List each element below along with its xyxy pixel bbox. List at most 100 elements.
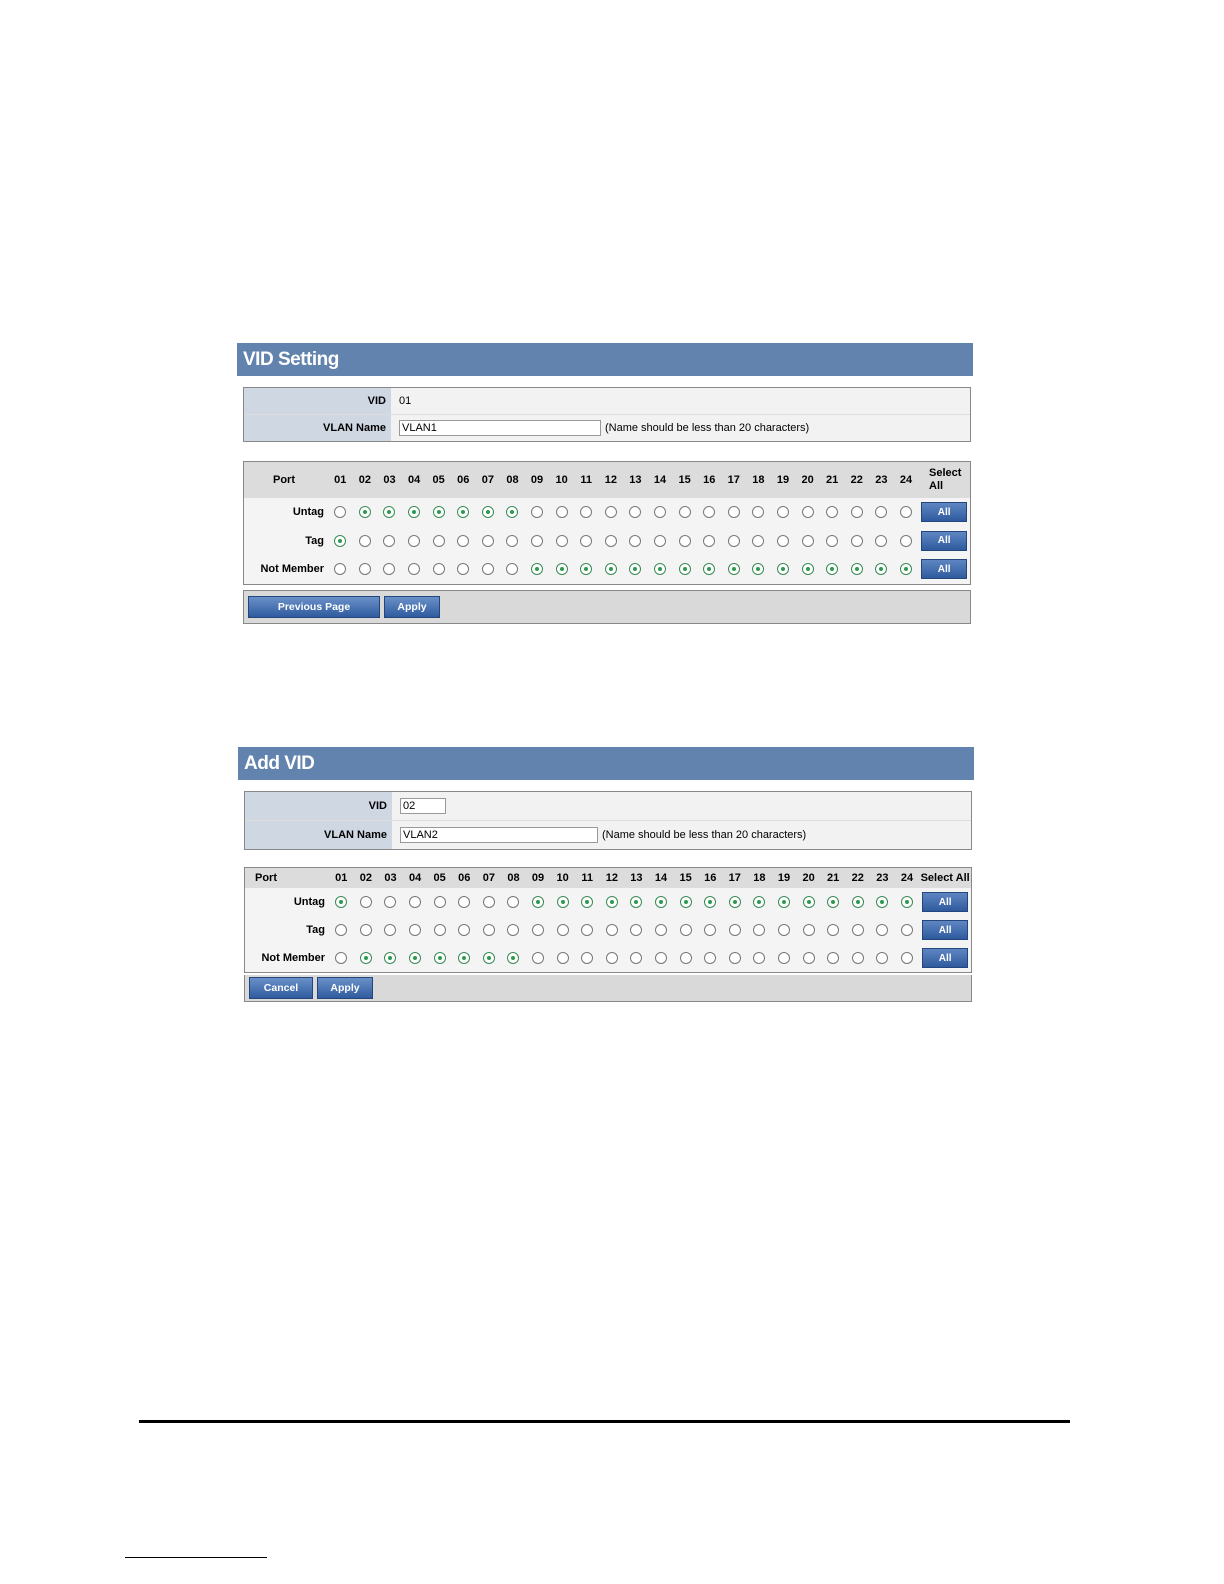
vlan-name-input[interactable] <box>400 827 598 843</box>
port-11-not-radio[interactable] <box>580 563 593 576</box>
port-07-not-radio[interactable] <box>481 563 494 576</box>
port-01-untag-radio[interactable] <box>335 896 348 908</box>
port-06-not-radio[interactable] <box>458 952 471 964</box>
port-13-tag-radio[interactable] <box>629 534 642 547</box>
port-07-tag-radio[interactable] <box>482 924 495 936</box>
port-04-tag-radio[interactable] <box>409 924 422 936</box>
port-03-untag-radio[interactable] <box>384 896 397 908</box>
port-20-not-radio[interactable] <box>801 563 814 576</box>
port-10-not-radio[interactable] <box>555 563 568 576</box>
port-13-tag-radio[interactable] <box>630 924 643 936</box>
port-08-untag-radio[interactable] <box>507 896 520 908</box>
port-07-tag-radio[interactable] <box>481 534 494 547</box>
port-05-not-radio[interactable] <box>432 563 445 576</box>
port-19-tag-radio[interactable] <box>777 924 790 936</box>
port-10-tag-radio[interactable] <box>556 924 569 936</box>
port-12-untag-radio[interactable] <box>605 896 618 908</box>
port-06-tag-radio[interactable] <box>457 534 470 547</box>
port-13-not-radio[interactable] <box>630 952 643 964</box>
select-all-untag-button[interactable]: All <box>921 502 968 523</box>
port-04-tag-radio[interactable] <box>408 534 421 547</box>
port-18-untag-radio[interactable] <box>753 896 766 908</box>
port-16-tag-radio[interactable] <box>703 534 716 547</box>
port-22-not-radio[interactable] <box>850 563 863 576</box>
port-13-untag-radio[interactable] <box>629 506 642 519</box>
port-11-tag-radio[interactable] <box>580 534 593 547</box>
port-04-not-radio[interactable] <box>409 952 422 964</box>
port-24-tag-radio[interactable] <box>899 534 912 547</box>
port-21-tag-radio[interactable] <box>826 534 839 547</box>
port-09-untag-radio[interactable] <box>532 896 545 908</box>
select-all-not-button[interactable]: All <box>921 559 968 580</box>
port-19-untag-radio[interactable] <box>777 896 790 908</box>
port-01-tag-radio[interactable] <box>335 924 348 936</box>
port-18-tag-radio[interactable] <box>752 534 765 547</box>
port-10-untag-radio[interactable] <box>556 896 569 908</box>
port-17-untag-radio[interactable] <box>727 506 740 519</box>
port-06-untag-radio[interactable] <box>457 506 470 519</box>
port-15-tag-radio[interactable] <box>679 924 692 936</box>
port-21-untag-radio[interactable] <box>827 896 840 908</box>
port-08-tag-radio[interactable] <box>506 534 519 547</box>
port-23-not-radio[interactable] <box>876 952 889 964</box>
port-12-not-radio[interactable] <box>604 563 617 576</box>
port-23-tag-radio[interactable] <box>875 534 888 547</box>
port-20-untag-radio[interactable] <box>801 506 814 519</box>
port-15-not-radio[interactable] <box>679 952 692 964</box>
port-14-untag-radio[interactable] <box>654 506 667 519</box>
port-22-untag-radio[interactable] <box>851 896 864 908</box>
port-04-not-radio[interactable] <box>408 563 421 576</box>
apply-button[interactable]: Apply <box>384 596 440 618</box>
port-03-tag-radio[interactable] <box>384 924 397 936</box>
port-17-tag-radio[interactable] <box>727 534 740 547</box>
port-12-tag-radio[interactable] <box>605 924 618 936</box>
apply-button[interactable]: Apply <box>317 977 373 999</box>
port-19-not-radio[interactable] <box>776 563 789 576</box>
port-01-untag-radio[interactable] <box>334 506 347 519</box>
select-all-tag-button[interactable]: All <box>921 530 968 551</box>
port-02-not-radio[interactable] <box>358 563 371 576</box>
port-04-untag-radio[interactable] <box>409 896 422 908</box>
port-22-tag-radio[interactable] <box>851 924 864 936</box>
port-12-tag-radio[interactable] <box>604 534 617 547</box>
port-05-untag-radio[interactable] <box>432 506 445 519</box>
port-07-untag-radio[interactable] <box>482 896 495 908</box>
port-02-tag-radio[interactable] <box>359 924 372 936</box>
port-21-tag-radio[interactable] <box>827 924 840 936</box>
port-15-untag-radio[interactable] <box>678 506 691 519</box>
port-17-not-radio[interactable] <box>727 563 740 576</box>
port-09-not-radio[interactable] <box>531 563 544 576</box>
port-21-untag-radio[interactable] <box>826 506 839 519</box>
port-02-tag-radio[interactable] <box>358 534 371 547</box>
port-16-untag-radio[interactable] <box>704 896 717 908</box>
port-10-not-radio[interactable] <box>556 952 569 964</box>
port-21-not-radio[interactable] <box>826 563 839 576</box>
port-20-not-radio[interactable] <box>802 952 815 964</box>
port-06-tag-radio[interactable] <box>458 924 471 936</box>
port-18-not-radio[interactable] <box>752 563 765 576</box>
port-01-not-radio[interactable] <box>335 952 348 964</box>
select-all-not-button[interactable]: All <box>922 948 969 968</box>
port-15-untag-radio[interactable] <box>679 896 692 908</box>
previous-page-button[interactable]: Previous Page <box>248 596 380 618</box>
port-09-not-radio[interactable] <box>532 952 545 964</box>
port-24-untag-radio[interactable] <box>899 506 912 519</box>
cancel-button[interactable]: Cancel <box>249 977 313 999</box>
port-18-tag-radio[interactable] <box>753 924 766 936</box>
port-04-untag-radio[interactable] <box>408 506 421 519</box>
port-23-tag-radio[interactable] <box>876 924 889 936</box>
port-08-untag-radio[interactable] <box>506 506 519 519</box>
port-23-untag-radio[interactable] <box>876 896 889 908</box>
port-09-untag-radio[interactable] <box>531 506 544 519</box>
select-all-tag-button[interactable]: All <box>922 920 969 940</box>
select-all-untag-button[interactable]: All <box>922 892 969 912</box>
port-24-untag-radio[interactable] <box>900 896 913 908</box>
port-20-tag-radio[interactable] <box>802 924 815 936</box>
port-08-tag-radio[interactable] <box>507 924 520 936</box>
port-15-not-radio[interactable] <box>678 563 691 576</box>
port-17-tag-radio[interactable] <box>728 924 741 936</box>
port-05-tag-radio[interactable] <box>432 534 445 547</box>
port-07-not-radio[interactable] <box>482 952 495 964</box>
port-05-tag-radio[interactable] <box>433 924 446 936</box>
port-12-untag-radio[interactable] <box>604 506 617 519</box>
